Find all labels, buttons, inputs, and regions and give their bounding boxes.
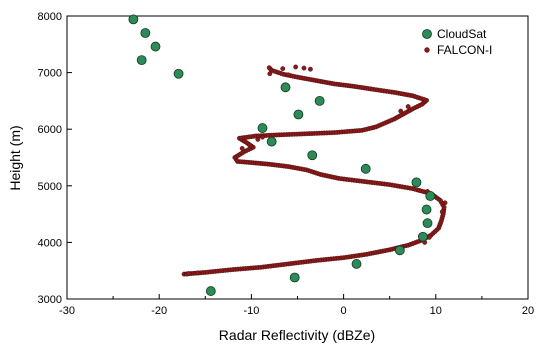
legend-falcon-marker (424, 47, 430, 53)
y-tick-label: 6000 (38, 124, 62, 136)
y-tick-label: 4000 (38, 237, 62, 249)
cloudsat-point (173, 68, 184, 79)
falcon-point (267, 71, 273, 77)
x-axis-title: Radar Reflectivity (dBZe) (219, 327, 375, 343)
falcon-point (439, 209, 445, 215)
cloudsat-point (128, 14, 139, 25)
falcon-point (398, 108, 404, 114)
falcon-point (195, 270, 201, 276)
y-tick-label: 7000 (38, 68, 62, 80)
x-axis-ticks: -30 -20 -10 0 10 20 (59, 294, 534, 317)
falcon-point (239, 146, 245, 151)
y-tick-label: 8000 (38, 11, 62, 23)
legend-box (412, 22, 522, 62)
y-axis-ticks: 3000 4000 5000 6000 7000 8000 (38, 11, 72, 306)
cloudsat-point (417, 231, 428, 242)
y-tick-label: 5000 (38, 181, 62, 193)
falcon-point (186, 271, 192, 276)
falcon-point (266, 65, 272, 71)
falcon-point (280, 66, 286, 72)
x-tick-label: -30 (59, 305, 75, 317)
cloudsat-point (394, 245, 405, 256)
cloudsat-point (422, 218, 433, 229)
cloudsat-point (266, 136, 277, 147)
cloudsat-point (140, 28, 151, 38)
falcon-point (293, 64, 299, 70)
falcon-point (308, 66, 313, 72)
cloudsat-point (421, 204, 432, 215)
falcon-point (405, 104, 411, 109)
x-tick-label: -10 (243, 305, 259, 317)
cloudsat-point (360, 163, 371, 174)
cloudsat-point (307, 150, 318, 161)
falcon-point (255, 136, 261, 142)
x-tick-label: 20 (522, 305, 534, 317)
falcon-point (247, 142, 252, 148)
cloudsat-point (314, 96, 325, 106)
falcon-series (181, 64, 448, 277)
falcon-point (301, 65, 307, 71)
cloudsat-point (293, 109, 304, 120)
x-tick-label: -20 (151, 305, 167, 317)
cloudsat-point (205, 286, 216, 296)
y-axis-title: Height (m) (7, 125, 23, 190)
falcon-point (285, 72, 291, 78)
falcon-point (442, 200, 448, 206)
cloudsat-point (411, 177, 422, 188)
cloudsat-point (289, 272, 300, 283)
falcon-point (260, 134, 265, 140)
x-tick-label: 10 (430, 305, 442, 317)
cloudsat-point (136, 55, 147, 66)
cloudsat-point (280, 82, 291, 93)
legend-falcon-label: FALCON-I (437, 43, 492, 57)
y-tick-label: 3000 (38, 294, 62, 306)
cloudsat-point (425, 191, 436, 201)
legend: CloudSat FALCON-I (412, 22, 522, 62)
legend-cloudsat-marker (422, 29, 432, 39)
cloudsat-point (351, 259, 362, 269)
legend-cloudsat-label: CloudSat (437, 27, 487, 41)
cloudsat-point (150, 41, 161, 52)
falcon-point (426, 234, 432, 240)
cloudsat-series (128, 14, 436, 296)
cloudsat-point (257, 123, 268, 133)
x-tick-label: 0 (341, 305, 347, 317)
